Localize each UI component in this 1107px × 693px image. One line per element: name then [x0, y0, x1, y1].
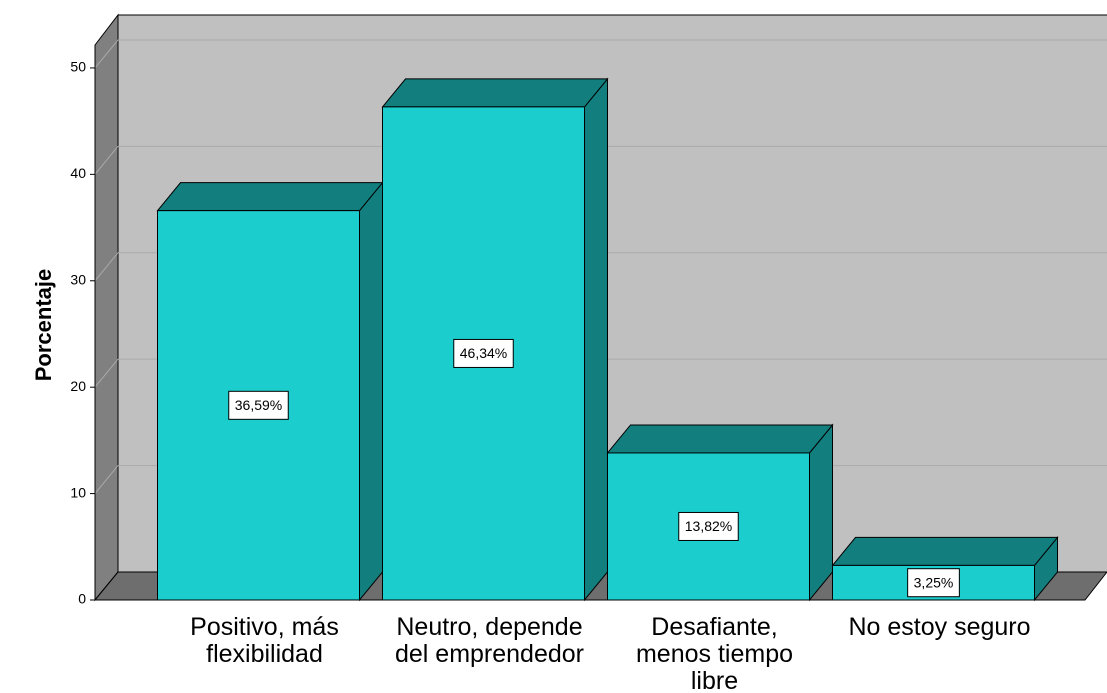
- grid-line: [94, 39, 119, 69]
- bar-side: [359, 181, 383, 602]
- value-label: 36,59%: [235, 397, 282, 413]
- bar-top: [831, 536, 1059, 566]
- value-label-box: [678, 511, 739, 541]
- x-tick-label: Positivo, más flexibilidad: [190, 613, 339, 668]
- x-tick-label: No estoy seguro: [848, 613, 1030, 641]
- bar-top: [381, 78, 609, 108]
- value-label-box: [228, 390, 289, 420]
- x-tick-label: Neutro, depende del emprendedor: [395, 613, 584, 668]
- bar-side: [809, 423, 833, 602]
- grid-line: [94, 252, 119, 282]
- y-tick-label: 20: [70, 378, 86, 394]
- value-label: 46,34%: [460, 345, 507, 361]
- x-tick-label: Desafiante, menos tiempo libre: [636, 613, 793, 693]
- grid-line: [94, 465, 119, 494]
- value-label-box: [453, 338, 514, 368]
- bar-top: [156, 182, 384, 212]
- left-wall: [94, 13, 119, 602]
- y-axis-label: Porcentaje: [31, 269, 56, 382]
- y-tick-label: 50: [70, 59, 86, 75]
- y-tick-label: 30: [70, 271, 86, 287]
- grid-line: [94, 358, 119, 388]
- bar-side: [584, 77, 608, 602]
- y-tick-label: 0: [78, 591, 86, 607]
- bars: 36,59% 46,34% 13,82% 3,25%: [156, 77, 1059, 602]
- grid-line: [94, 146, 119, 175]
- bar-top: [606, 424, 834, 454]
- y-tick-label: 40: [70, 165, 86, 181]
- y-tick-label: 10: [70, 484, 86, 500]
- value-label: 13,82%: [685, 518, 732, 534]
- value-label: 3,25%: [914, 574, 954, 590]
- value-label-box: [907, 568, 960, 598]
